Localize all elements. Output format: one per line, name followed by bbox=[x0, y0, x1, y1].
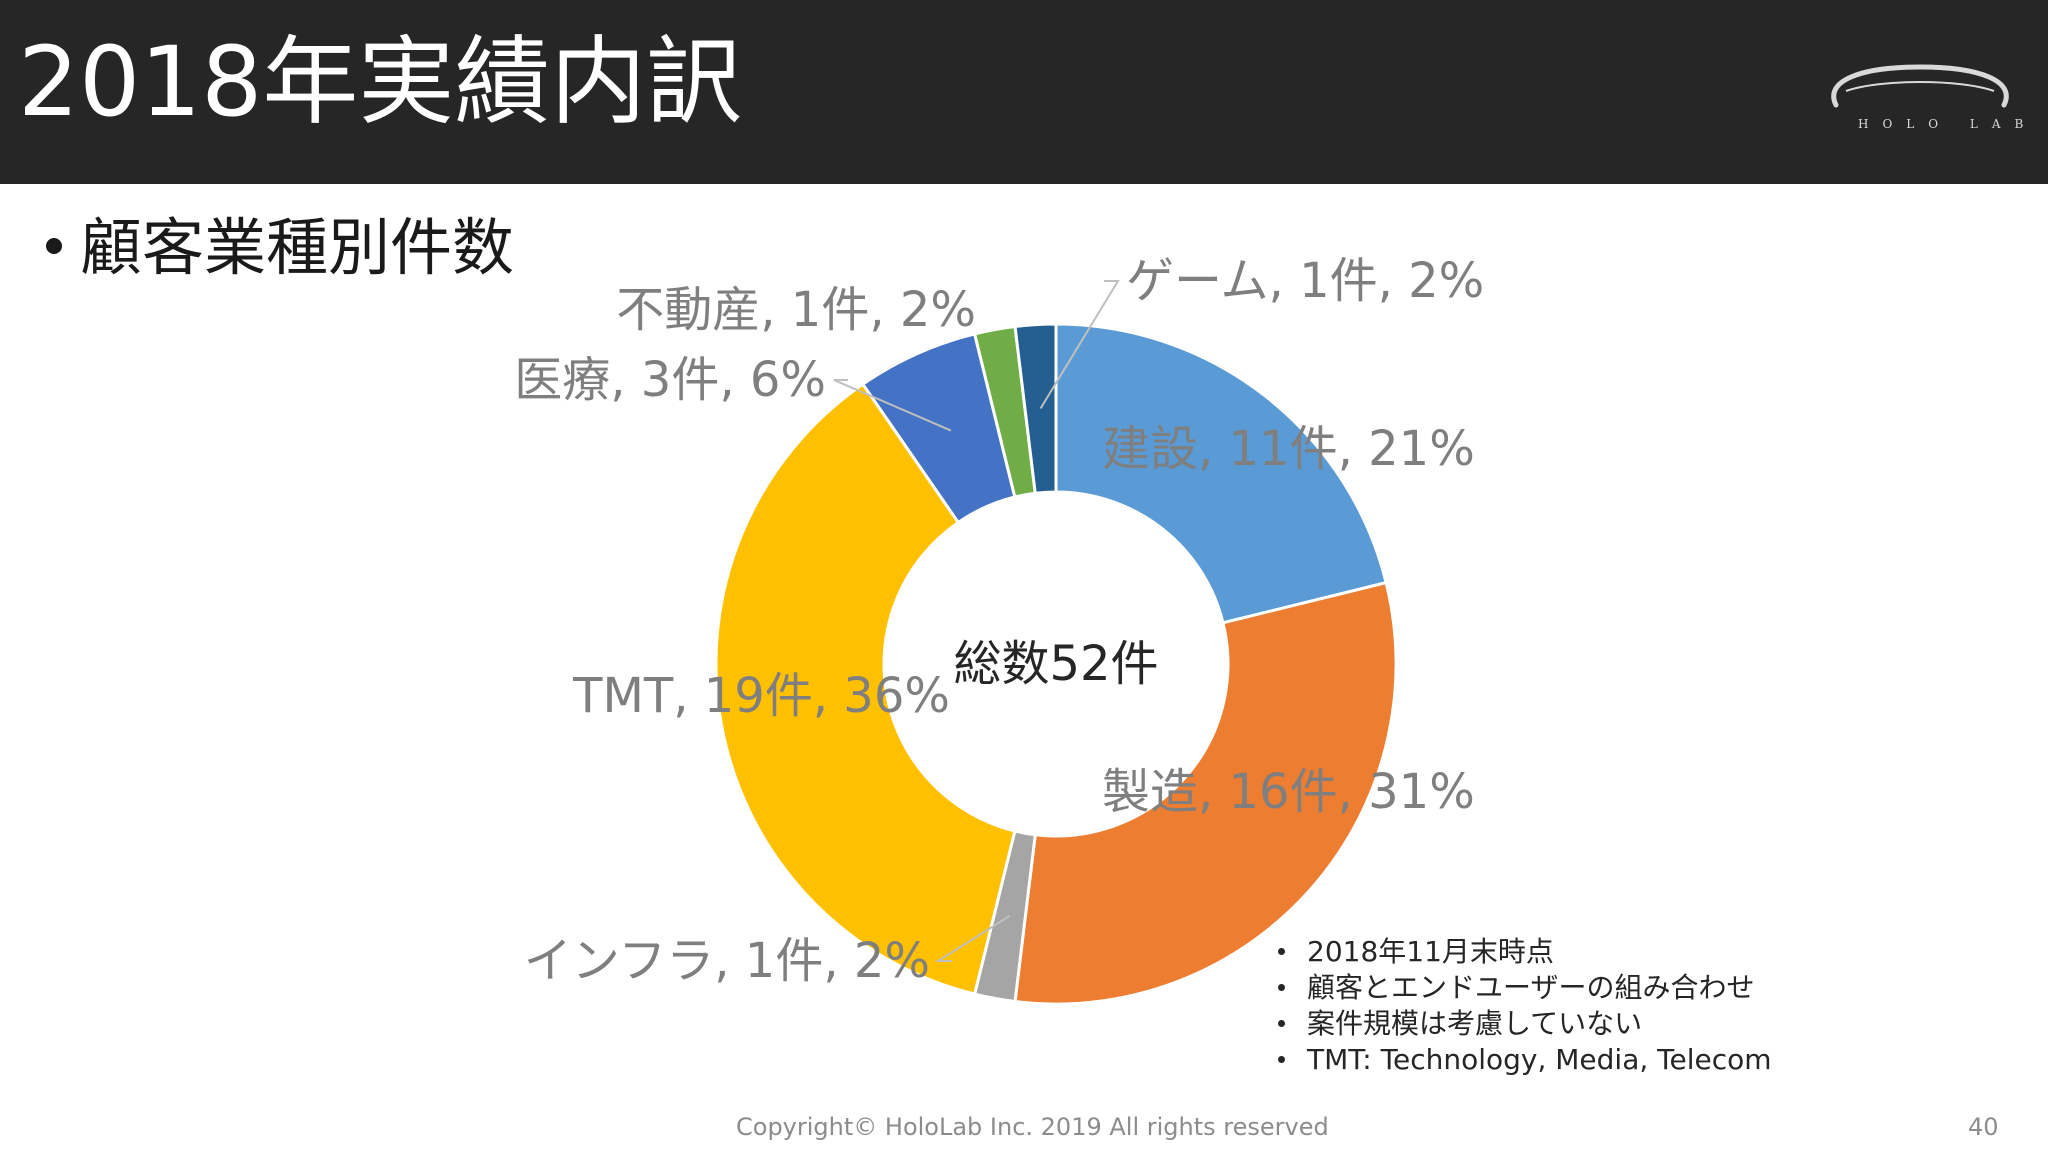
leader-line-インフラ bbox=[934, 914, 1011, 962]
note-item: 2018年11月末時点 bbox=[1278, 934, 1772, 970]
leader-line-ゲーム bbox=[1039, 280, 1120, 409]
title-bar: 2018年実績内訳 HOLO LAB bbox=[0, 0, 2048, 184]
note-item: 案件規模は考慮していない bbox=[1278, 1006, 1772, 1042]
copyright-footer: Copyright© HoloLab Inc. 2019 All rights … bbox=[736, 1113, 1329, 1141]
slice-ゲーム bbox=[1013, 322, 1058, 495]
note-bullet bbox=[1278, 1055, 1285, 1063]
page-title: 2018年実績内訳 bbox=[18, 26, 743, 138]
slice-建設 bbox=[1054, 322, 1388, 625]
logo-text: HOLO LAB bbox=[1858, 117, 2038, 131]
note-item: TMT: Technology, Media, Telecom bbox=[1278, 1042, 1772, 1078]
leader-line-医療 bbox=[833, 379, 952, 432]
chart-center-label: 総数52件 bbox=[953, 636, 1158, 692]
data-label-TMT: TMT, 19件, 36% bbox=[572, 668, 950, 724]
data-label-不動産: 不動産, 1件, 2% bbox=[616, 282, 976, 338]
bullet-dot bbox=[46, 237, 62, 254]
page-number: 40 bbox=[1968, 1113, 1999, 1141]
hololab-logo bbox=[1831, 64, 2009, 108]
data-label-ゲーム: ゲーム, 1件, 2% bbox=[1126, 253, 1484, 309]
slice-製造 bbox=[1013, 580, 1398, 1006]
data-label-インフラ: インフラ, 1件, 2% bbox=[524, 933, 930, 989]
slice-TMT bbox=[714, 382, 1017, 996]
data-label-建設: 建設, 11件, 21% bbox=[1102, 421, 1475, 477]
note-bullet bbox=[1278, 983, 1285, 991]
data-label-医療: 医療, 3件, 6% bbox=[514, 352, 826, 408]
note-bullet bbox=[1278, 947, 1285, 955]
section-bullet: 顧客業種別件数 bbox=[46, 208, 514, 288]
notes-list: 2018年11月末時点 顧客とエンドユーザーの組み合わせ 案件規模は考慮していな… bbox=[1278, 934, 1772, 1078]
note-bullet bbox=[1278, 1019, 1285, 1027]
note-item: 顧客とエンドユーザーの組み合わせ bbox=[1278, 970, 1772, 1006]
data-label-製造: 製造, 16件, 31% bbox=[1102, 764, 1475, 820]
section-heading: 顧客業種別件数 bbox=[80, 211, 515, 284]
